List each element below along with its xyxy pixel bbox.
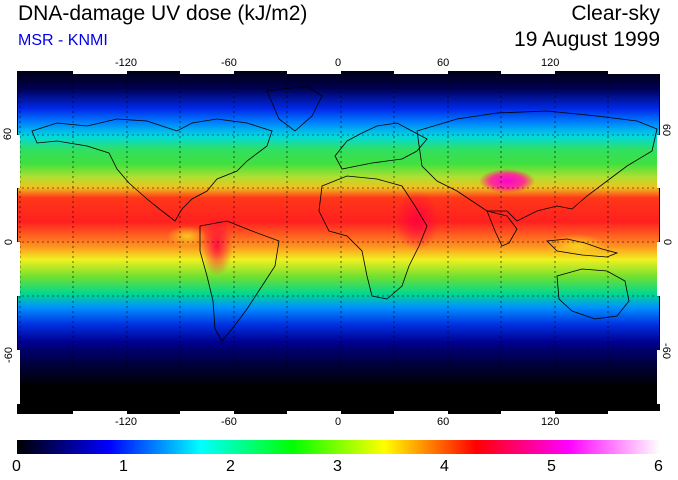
top-lon-label-neg120: -120: [115, 57, 138, 69]
right-lat-label-60: 60: [660, 123, 673, 137]
greenland-outline: [266, 85, 323, 132]
top-lon-label-neg60: -60: [221, 57, 237, 69]
data-source-label: MSR - KNMI: [18, 32, 108, 49]
bottom-lon-label-neg60: -60: [221, 416, 237, 428]
frame-ticks: [17, 71, 660, 414]
south-america-outline: [199, 220, 280, 342]
coastlines: [17, 85, 660, 402]
colorbar-label-5: 5: [547, 458, 556, 475]
colorbar: [17, 440, 660, 454]
top-lon-label-0: 0: [335, 57, 342, 69]
india-outline: [486, 210, 518, 247]
tibet-high-dose-region: [479, 169, 535, 193]
colorbar-label-3: 3: [333, 458, 342, 475]
bottom-lon-label-neg120: -120: [115, 416, 138, 428]
map-date-label: 19 August 1999: [514, 28, 660, 51]
andes-high-dose-region: [201, 216, 233, 276]
right-lat-label-0: 0: [661, 238, 674, 246]
map-title: DNA-damage UV dose (kJ/m2): [18, 2, 308, 25]
left-lat-label-0: 0: [3, 238, 16, 246]
right-lat-label-neg60: -60: [659, 343, 672, 359]
bottom-lon-label-0: 0: [335, 416, 342, 428]
top-lon-label-60: 60: [437, 57, 450, 69]
bottom-lon-label-120: 120: [541, 416, 560, 428]
arabia-high-dose-region: [395, 191, 439, 251]
uv-dose-map: [17, 71, 660, 414]
bottom-lon-label-60: 60: [437, 416, 450, 428]
left-lat-label-60: 60: [2, 127, 15, 141]
north-america-outline: [31, 118, 273, 222]
africa-outline: [318, 175, 428, 300]
colorbar-label-4: 4: [440, 458, 449, 475]
colorbar-label-0: 0: [12, 458, 21, 475]
colorbar-label-2: 2: [226, 458, 235, 475]
sky-condition-label: Clear-sky: [571, 2, 660, 25]
colorbar-label-1: 1: [119, 458, 128, 475]
europe-outline: [334, 122, 428, 170]
central-america-patch: [167, 226, 207, 246]
top-lon-label-120: 120: [541, 57, 560, 69]
left-lat-label-neg60: -60: [2, 347, 15, 363]
asia-outline: [416, 110, 658, 222]
australia-outline: [556, 268, 630, 320]
indonesia-outline: [546, 238, 619, 258]
colorbar-label-6: 6: [654, 458, 663, 475]
